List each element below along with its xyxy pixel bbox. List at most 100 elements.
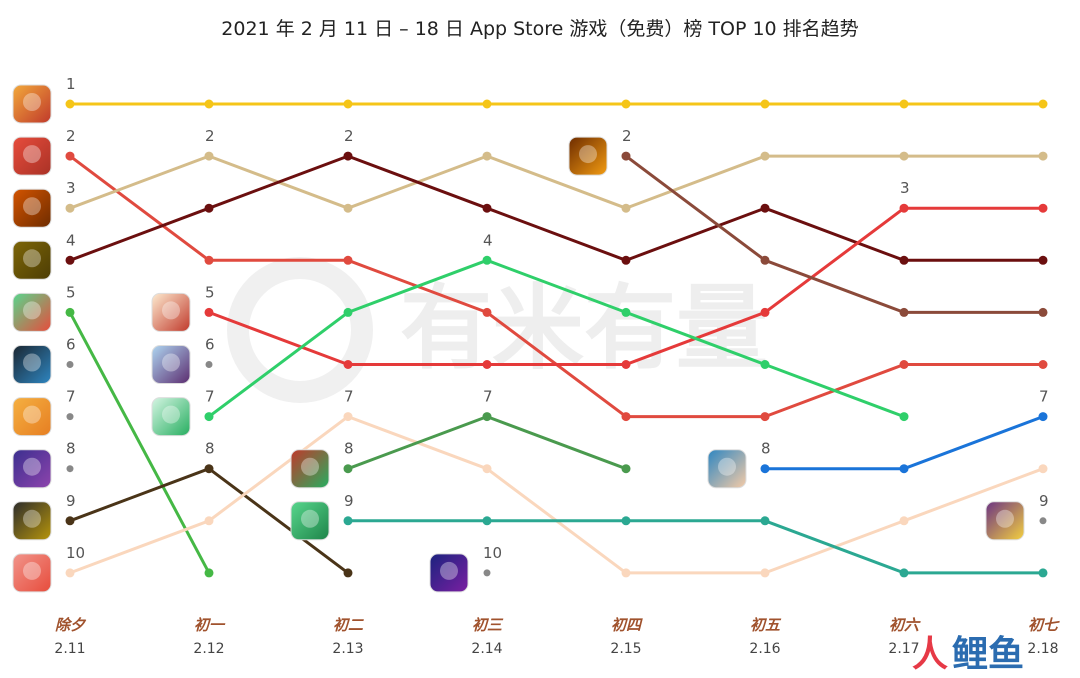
game-icon-7-bg [12,397,52,437]
series-6-point-0 [65,568,75,578]
series-8-point-2 [343,307,353,317]
series-11-point-6 [899,307,909,317]
game-icon-9-glyph [23,509,41,528]
series-8-point-5 [760,360,770,369]
series-9-line-0 [347,415,627,471]
game-icon-3-bg [12,188,52,228]
game-icon-19-glyph [996,509,1014,528]
game-icon-19 [985,501,1025,541]
game-icon-9 [12,501,52,541]
series-10-line-0 [348,519,1043,575]
x-date-label-3: 2.14 [471,641,502,657]
series-2-line-0 [69,154,1043,210]
series-2-point-4 [621,203,631,213]
game-icon-7-glyph [23,405,41,424]
series-9-point-4 [621,464,631,474]
game-icon-7 [12,397,52,437]
game-icon-12-glyph [162,353,180,372]
rank-label-26: 9 [1039,492,1049,510]
game-icon-15-glyph [301,509,319,528]
rank-label-12: 6 [205,336,215,354]
game-icon-17-glyph [579,145,597,164]
rank-label-21: 10 [483,544,502,562]
series-3-point-2 [343,151,353,161]
series-10-point-2 [343,516,353,526]
series-0-point-4 [621,99,631,109]
series-2-point-1 [204,151,214,161]
x-day-label-3: 初三 [472,616,504,634]
series-1-point-6 [899,360,909,369]
series-1-point-5 [760,412,770,422]
series-4-point-1 [204,568,214,578]
game-icon-2-bg [12,136,52,176]
series-10-point-3 [482,516,492,526]
rank-label-8: 9 [66,492,76,510]
series-2-point-2 [343,203,353,213]
series-9-point-3 [482,412,492,422]
rank-label-13: 7 [205,388,215,406]
game-icon-8 [12,449,52,489]
rank-label-19: 4 [483,231,493,249]
series-3-point-6 [899,255,909,265]
x-date-label-1: 2.12 [193,641,224,657]
series-2-point-3 [482,151,492,161]
gray-dot-4 [483,569,491,577]
game-icon-15-bg [290,501,330,541]
corner-logo-part2: 鲤鱼 [952,634,1024,675]
series-0-point-3 [482,99,492,109]
series-7 [204,203,1048,369]
game-icon-5-bg [12,292,52,332]
game-icon-4-bg [12,240,52,280]
series-0-point-7 [1038,99,1048,109]
game-icon-19-bg [985,501,1025,541]
game-icon-14 [290,449,330,489]
gray-dot-3 [205,361,213,368]
series-7-point-7 [1038,203,1048,213]
series-3-line-0 [69,154,1043,262]
game-icon-2-glyph [23,145,41,164]
gray-dot-1 [66,413,74,421]
game-icon-3-glyph [23,197,41,216]
game-icon-16 [429,553,469,593]
game-icon-2 [12,136,52,176]
series-10-point-4 [621,516,631,526]
series-6-point-6 [899,516,909,526]
x-day-label-0: 除夕 [55,616,87,634]
game-icon-11-glyph [162,301,180,320]
rank-label-1: 2 [66,127,76,145]
series-1-point-0 [65,151,75,161]
gray-dot-0 [66,361,74,368]
rank-label-9: 10 [66,544,85,562]
series-8-line-0 [208,258,905,419]
series-1-point-7 [1038,360,1048,369]
game-icon-13-glyph [162,405,180,424]
game-icon-14-bg [290,449,330,489]
game-icon-18-glyph [718,457,736,476]
series-9-point-2 [343,464,353,474]
game-icon-6 [12,345,52,384]
game-icon-14-glyph [301,457,319,476]
series-0-point-6 [899,99,909,109]
series-6-point-1 [204,516,214,526]
game-icon-3 [12,188,52,228]
series-5-point-2 [343,568,353,578]
game-icon-5 [12,292,52,332]
series-8-point-3 [482,255,492,265]
series-11-line-0 [625,154,1043,314]
series-8-point-1 [204,412,214,422]
game-icon-5-glyph [23,301,41,320]
game-icon-12-bg [151,345,191,384]
rank-label-4: 5 [66,283,76,301]
series-1-point-3 [482,307,492,317]
series-4-point-0 [65,307,75,317]
series-0-point-1 [204,99,214,109]
series-3-point-1 [204,203,214,213]
x-day-label-2: 初二 [333,616,364,634]
series-8 [204,255,909,422]
rank-label-0: 1 [66,75,76,93]
series-7-point-5 [760,307,770,317]
x-day-label-6: 初六 [889,616,921,634]
rank-label-3: 4 [66,231,76,249]
rank-label-7: 8 [66,440,76,458]
